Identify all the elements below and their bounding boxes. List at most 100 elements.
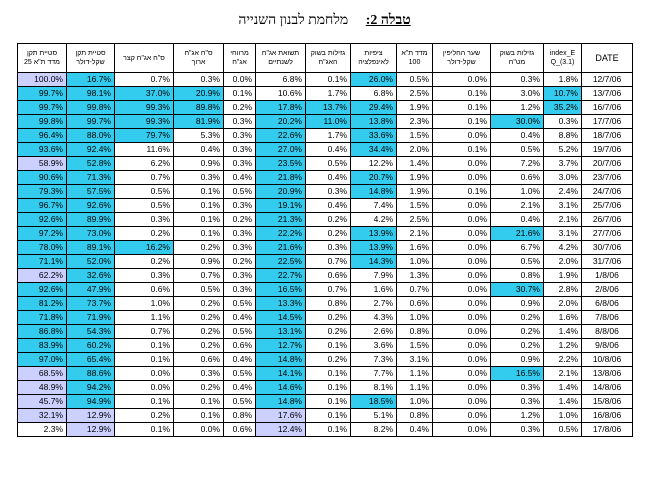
table-cell: 1.5% [396, 128, 433, 143]
table-cell: 10.6% [255, 86, 306, 101]
table-cell: 20.2% [255, 114, 306, 129]
table-cell: 2.1% [396, 226, 433, 241]
table-cell: 60.2% [66, 338, 115, 353]
table-cell: 1.4% [543, 324, 582, 339]
table-cell: 22.2% [255, 226, 306, 241]
table-cell: 89.8% [173, 100, 224, 115]
table-cell: 0.3% [223, 198, 256, 213]
table-cell: 1.0% [396, 394, 433, 409]
date-cell: 8/8/06 [581, 324, 633, 339]
table-cell: 27.0% [255, 142, 306, 157]
table-cell: 2.0% [543, 254, 582, 269]
table-cell: 1.5% [396, 198, 433, 213]
table-cell: 65.4% [66, 352, 115, 367]
table-cell: 37.0% [114, 86, 174, 101]
table-cell: 0.2% [173, 338, 224, 353]
table-cell: 1.9% [396, 170, 433, 185]
table-cell: 92.6% [17, 212, 67, 227]
table-cell: 1.2% [490, 100, 544, 115]
table-cell: 97.2% [17, 226, 67, 241]
table-cell: 79.7% [114, 128, 174, 143]
column-header: index_E Q_(3.1) [543, 43, 582, 73]
table-cell: 0.0% [432, 226, 491, 241]
table-cell: 0.6% [223, 422, 256, 437]
table-cell: 71.3% [66, 170, 115, 185]
table-cell: 0.0% [432, 296, 491, 311]
table-cell: 0.0% [432, 380, 491, 395]
table-row: 97.2% 73.0% 0.2% 0.1% 0.3% 22.2% 0.2% 13.9% 2.1%… [17, 226, 633, 241]
table-cell: 0.2% [490, 324, 544, 339]
table-cell: 96.7% [17, 198, 67, 213]
table-cell: 0.4% [223, 310, 256, 325]
table-cell: 92.6% [17, 282, 67, 297]
table-cell: 0.1% [173, 198, 224, 213]
table-row: 99.8% 99.7% 99.3% 81.9% 0.3% 20.2% 11.0% 13.8% 2… [17, 114, 633, 129]
table-cell: 1.1% [114, 310, 174, 325]
table-cell: 34.4% [350, 142, 397, 157]
table-cell: 94.2% [66, 380, 115, 395]
table-cell: 0.1% [114, 394, 174, 409]
table-cell: 0.4% [305, 198, 351, 213]
table-cell: 1.7% [305, 128, 351, 143]
table-cell: 0.1% [305, 72, 351, 87]
table-cell: 99.7% [17, 86, 67, 101]
table-cell: 0.0% [432, 128, 491, 143]
table-cell: 0.1% [305, 338, 351, 353]
table-cell: 0.5% [223, 324, 256, 339]
table-cell: 0.6% [305, 268, 351, 283]
table-cell: 0.6% [396, 296, 433, 311]
table-cell: 13.3% [255, 296, 306, 311]
table-cell: 0.0% [432, 212, 491, 227]
table-cell: 7.7% [350, 366, 397, 381]
table-cell: 0.5% [223, 366, 256, 381]
table-cell: 0.0% [432, 240, 491, 255]
date-cell: 1/8/06 [581, 268, 633, 283]
date-cell: 16/8/06 [581, 408, 633, 423]
table-cell: 22.6% [255, 128, 306, 143]
table-cell: 0.0% [432, 72, 491, 87]
table-cell: 5.3% [173, 128, 224, 143]
table-cell: 3.1% [543, 226, 582, 241]
table-cell: 1.6% [543, 310, 582, 325]
table-cell: 30.7% [490, 282, 544, 297]
table-cell: 8.1% [350, 380, 397, 395]
table-cell: 3.0% [543, 170, 582, 185]
table-cell: 0.0% [432, 324, 491, 339]
table-cell: 99.8% [17, 114, 67, 129]
table-cell: 0.0% [432, 254, 491, 269]
table-cell: 2.3% [17, 422, 67, 437]
table-cell: 26.0% [350, 72, 397, 87]
table-cell: 0.1% [432, 100, 491, 115]
table-cell: 22.7% [255, 268, 306, 283]
table-cell: 0.0% [432, 310, 491, 325]
table-cell: 7.3% [350, 352, 397, 367]
table-cell: 0.5% [223, 394, 256, 409]
table-number: טבלה 2: [365, 13, 411, 28]
table-cell: 1.8% [543, 72, 582, 87]
column-header: ציפיות לאינפלציה [350, 43, 397, 73]
table-row: 78.0% 89.1% 16.2% 0.2% 0.3% 21.6% 0.3% 13.9% 1.6… [17, 240, 633, 255]
table-cell: 11.0% [305, 114, 351, 129]
table-cell: 1.4% [543, 394, 582, 409]
table-cell: 0.5% [223, 184, 256, 199]
table-cell: 0.6% [173, 352, 224, 367]
table-cell: 3.7% [543, 156, 582, 171]
table-cell: 0.2% [305, 310, 351, 325]
table-cell: 0.0% [432, 268, 491, 283]
table-cell: 0.1% [432, 184, 491, 199]
table-cell: 0.0% [432, 352, 491, 367]
table-cell: 14.8% [255, 352, 306, 367]
table-cell: 0.2% [490, 310, 544, 325]
table-cell: 11.6% [114, 142, 174, 157]
table-row: 62.2% 32.6% 0.3% 0.7% 0.3% 22.7% 0.6% 7.9% 1.3% 0… [17, 268, 633, 283]
table-cell: 12.2% [350, 156, 397, 171]
table-cell: 81.9% [173, 114, 224, 129]
table-cell: 0.8% [223, 408, 256, 423]
date-cell: 17/7/06 [581, 114, 633, 129]
table-cell: 13.9% [350, 226, 397, 241]
date-cell: 13/8/06 [581, 366, 633, 381]
table-cell: 1.9% [543, 268, 582, 283]
table-cell: 0.5% [490, 142, 544, 157]
date-cell: 7/8/06 [581, 310, 633, 325]
table-row: 68.5% 88.6% 0.0% 0.3% 0.5% 14.1% 0.1% 7.7% 1.1% 0… [17, 366, 633, 381]
